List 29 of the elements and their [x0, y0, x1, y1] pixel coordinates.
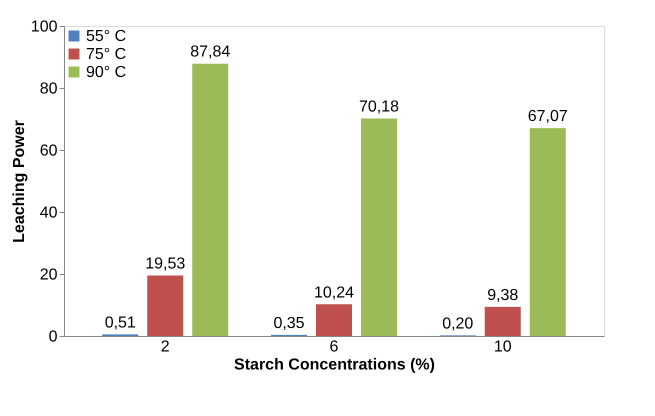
y-tick-label: 20 [40, 266, 58, 284]
bar [192, 64, 228, 336]
y-tick-label: 0 [48, 328, 58, 346]
bar [316, 304, 352, 336]
data-label: 0,35 [273, 314, 305, 332]
y-tick-label: 100 [30, 18, 58, 36]
y-tick-label: 40 [40, 204, 58, 222]
x-tick-label: 6 [330, 338, 339, 356]
data-label: 10,24 [314, 284, 354, 302]
legend-label: 90° C [86, 64, 126, 81]
data-label: 70,18 [358, 98, 400, 116]
data-label: 67,07 [528, 108, 568, 126]
x-axis-title: Starch Concentrations (%) [234, 356, 435, 374]
data-label: 87,84 [190, 44, 230, 61]
bar [147, 275, 184, 336]
x-tick-label: 10 [494, 338, 512, 356]
bar [361, 118, 397, 336]
data-label: 0,20 [442, 315, 474, 332]
x-tick-label: 2 [160, 338, 170, 356]
legend-label: 55° C [86, 28, 126, 45]
y-tick-label: 60 [40, 142, 58, 160]
y-axis-title: Leaching Power [10, 120, 28, 243]
bar [530, 128, 566, 336]
legend-label: 75° C [86, 46, 126, 63]
data-label: 19,53 [145, 255, 186, 272]
data-label: 0,51 [104, 314, 136, 332]
data-label: 9,38 [487, 286, 518, 304]
bar [484, 306, 521, 336]
y-tick-label: 80 [40, 80, 58, 98]
